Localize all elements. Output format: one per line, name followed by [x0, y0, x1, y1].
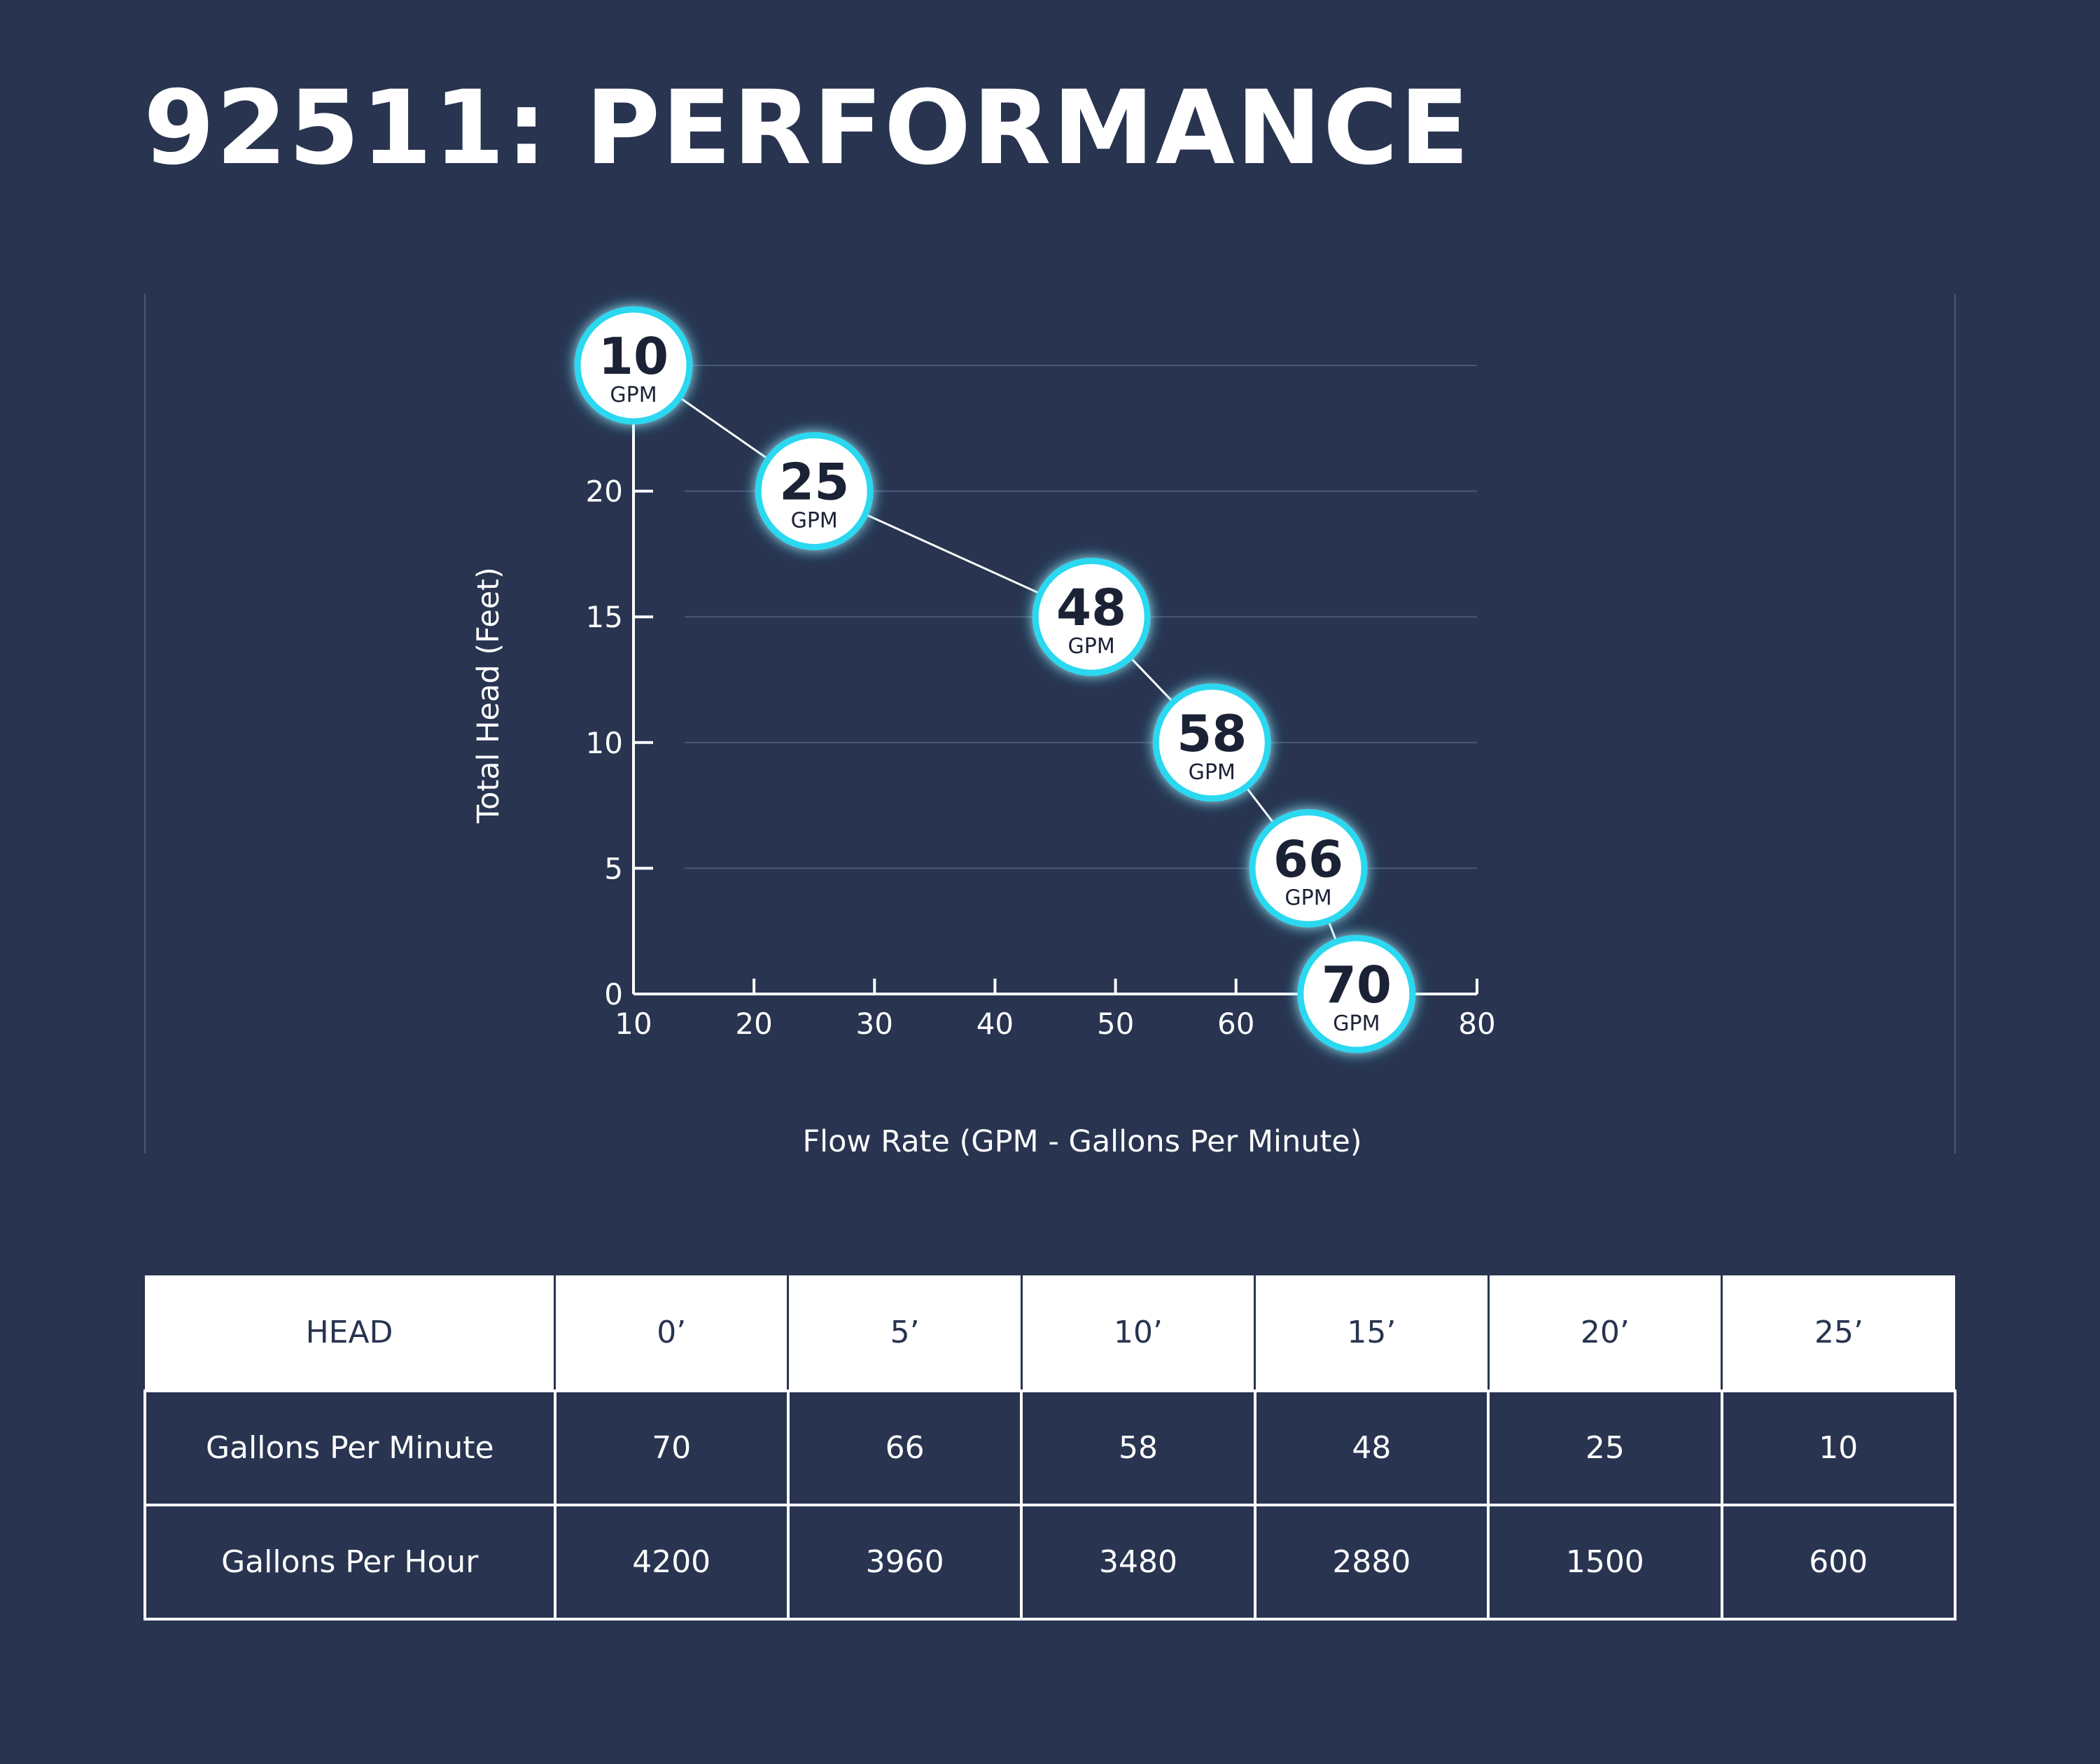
page-title: 92511: PERFORMANCE [144, 69, 1471, 188]
table-header-cell: 25’ [1721, 1275, 1955, 1391]
marker-circle [755, 432, 874, 551]
marker-value-label: 25 [779, 453, 849, 512]
table-row-label: Gallons Per Hour [144, 1504, 556, 1620]
marker-value-label: 10 [598, 327, 668, 386]
marker-value-label: 48 [1056, 578, 1126, 637]
y-axis-label: Total Head (Feet) [471, 567, 506, 824]
table-cell: 25 [1487, 1390, 1723, 1506]
series-line [633, 364, 1358, 995]
marker-circle [1249, 808, 1368, 927]
marker-circle [1297, 934, 1416, 1054]
marker-unit-label: GPM [791, 509, 838, 533]
marker-value-label: 66 [1273, 830, 1343, 888]
marker-unit-label: GPM [610, 383, 657, 407]
table-header-cell: 10’ [1020, 1275, 1255, 1391]
x-tick-label: 50 [1097, 1007, 1134, 1041]
table-body: Gallons Per Minute 70 66 58 48 25 10 Gallons Pe… [144, 1390, 1957, 1620]
table-row: Gallons Per Hour 4200 3960 3480 2880 1500 600 [144, 1504, 1957, 1620]
performance-table-container: HEAD 0’ 5’ 10’ 15’ 20’ 25’ Gallons Per Minute 7… [144, 1275, 1957, 1620]
table-cell: 3960 [786, 1504, 1023, 1620]
performance-chart: 102030405060708005101520 10GPM25GPM48GPM… [144, 294, 1956, 1159]
x-tick-label: 30 [856, 1007, 893, 1041]
x-tick-label: 40 [976, 1007, 1014, 1041]
x-tick-label: 80 [1458, 1007, 1495, 1041]
marker-unit-label: GPM [1284, 886, 1331, 910]
marker-value-label: 58 [1177, 704, 1247, 763]
marker-unit-label: GPM [1333, 1011, 1380, 1036]
table-header-cell: 15’ [1254, 1275, 1489, 1391]
x-axis-label: Flow Rate (GPM - Gallons Per Minute) [802, 1124, 1362, 1159]
table-cell: 10 [1720, 1390, 1957, 1506]
x-tick-label: 20 [735, 1007, 772, 1041]
table-header-cell: 0’ [553, 1275, 788, 1391]
table-cell: 2880 [1253, 1504, 1490, 1620]
y-tick-label: 5 [604, 851, 623, 886]
table-row-label: Gallons Per Minute [144, 1390, 556, 1506]
marker-value-label: 70 [1322, 955, 1392, 1014]
table-cell: 1500 [1487, 1504, 1723, 1620]
table-row: Gallons Per Minute 70 66 58 48 25 10 [144, 1390, 1957, 1506]
table-cell: 48 [1253, 1390, 1490, 1506]
x-tick-label: 60 [1217, 1007, 1254, 1041]
y-tick-label: 15 [586, 600, 623, 634]
y-tick-label: 10 [586, 726, 623, 760]
x-tick-label: 10 [615, 1007, 652, 1041]
table-header-cell: 5’ [787, 1275, 1022, 1391]
marker-circle [1152, 683, 1271, 802]
marker-circle [1032, 557, 1151, 676]
table-cell: 66 [786, 1390, 1023, 1506]
table-cell: 4200 [553, 1504, 790, 1620]
table-cell: 600 [1720, 1504, 1957, 1620]
table-cell: 3480 [1020, 1504, 1256, 1620]
marker-unit-label: GPM [1189, 760, 1236, 785]
series-path [633, 364, 1358, 995]
table-cell: 58 [1020, 1390, 1256, 1506]
table-cell: 70 [553, 1390, 790, 1506]
marker-circle [574, 306, 693, 425]
performance-table: HEAD 0’ 5’ 10’ 15’ 20’ 25’ Gallons Per Minute 7… [144, 1275, 1957, 1620]
y-tick-label: 0 [604, 977, 623, 1011]
marker-unit-label: GPM [1068, 634, 1115, 659]
table-header-cell: 20’ [1487, 1275, 1722, 1391]
table-header-head: HEAD [145, 1275, 555, 1391]
table-header-row: HEAD 0’ 5’ 10’ 15’ 20’ 25’ [145, 1275, 1955, 1391]
y-tick-label: 20 [586, 475, 623, 509]
